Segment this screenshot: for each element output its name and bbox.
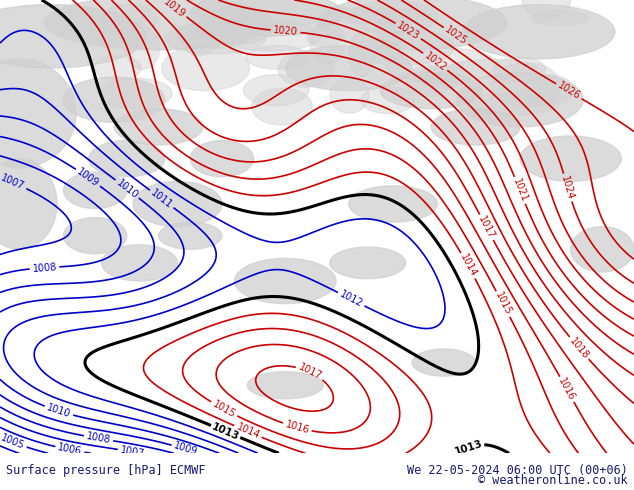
Ellipse shape	[126, 27, 160, 69]
Ellipse shape	[456, 73, 583, 127]
Ellipse shape	[63, 218, 127, 254]
Ellipse shape	[190, 0, 342, 36]
Ellipse shape	[349, 0, 439, 33]
Ellipse shape	[243, 74, 309, 106]
Text: 1013: 1013	[453, 439, 484, 457]
Text: 1020: 1020	[273, 25, 298, 37]
Text: 1011: 1011	[149, 188, 174, 210]
Ellipse shape	[94, 56, 141, 80]
Text: 1016: 1016	[557, 376, 577, 402]
Ellipse shape	[349, 32, 375, 77]
Ellipse shape	[492, 63, 560, 107]
Text: 1007: 1007	[0, 173, 26, 192]
Ellipse shape	[285, 45, 412, 91]
Ellipse shape	[317, 0, 507, 50]
Text: 1013: 1013	[210, 421, 241, 442]
Ellipse shape	[571, 226, 634, 272]
Ellipse shape	[100, 78, 172, 109]
Text: 1006: 1006	[57, 442, 83, 457]
Ellipse shape	[158, 222, 222, 249]
Text: 1015: 1015	[211, 399, 237, 419]
Ellipse shape	[246, 46, 309, 69]
Ellipse shape	[101, 4, 157, 35]
Ellipse shape	[330, 77, 369, 113]
Ellipse shape	[183, 28, 216, 55]
Text: 1009: 1009	[75, 167, 101, 189]
Text: 1008: 1008	[86, 431, 112, 445]
Ellipse shape	[386, 48, 498, 83]
Ellipse shape	[0, 4, 146, 68]
Ellipse shape	[463, 4, 615, 59]
Ellipse shape	[133, 181, 222, 226]
Text: 1024: 1024	[559, 174, 576, 201]
Ellipse shape	[348, 40, 404, 63]
Ellipse shape	[361, 87, 415, 114]
Ellipse shape	[531, 10, 588, 25]
Text: 1014: 1014	[458, 252, 478, 279]
Ellipse shape	[176, 22, 251, 48]
Ellipse shape	[318, 7, 430, 23]
Ellipse shape	[221, 0, 330, 27]
Ellipse shape	[406, 65, 452, 97]
Text: 1016: 1016	[284, 419, 310, 436]
Ellipse shape	[466, 93, 559, 115]
Ellipse shape	[330, 247, 406, 279]
Ellipse shape	[89, 141, 165, 177]
Text: 1010: 1010	[115, 177, 140, 200]
Text: We 22-05-2024 06:00 UTC (00+06): We 22-05-2024 06:00 UTC (00+06)	[407, 464, 628, 477]
Ellipse shape	[114, 109, 203, 145]
Ellipse shape	[165, 23, 266, 54]
Ellipse shape	[493, 57, 546, 82]
Ellipse shape	[278, 50, 334, 87]
Ellipse shape	[0, 59, 76, 168]
Ellipse shape	[310, 24, 346, 64]
Ellipse shape	[376, 15, 403, 48]
Ellipse shape	[101, 245, 178, 281]
Ellipse shape	[522, 75, 574, 105]
Text: 1017: 1017	[476, 214, 496, 241]
Text: 1022: 1022	[422, 50, 448, 73]
Text: 1008: 1008	[32, 262, 57, 273]
Text: 1010: 1010	[46, 402, 72, 419]
Text: 1012: 1012	[338, 289, 365, 309]
Text: 1018: 1018	[567, 336, 591, 361]
Text: 1014: 1014	[235, 422, 261, 441]
Ellipse shape	[235, 258, 336, 304]
Ellipse shape	[447, 59, 537, 78]
Ellipse shape	[0, 159, 57, 249]
Text: 1005: 1005	[0, 433, 26, 451]
Ellipse shape	[373, 29, 454, 64]
Ellipse shape	[415, 66, 473, 87]
Ellipse shape	[63, 172, 127, 209]
Text: 1015: 1015	[493, 291, 513, 318]
Text: 1021: 1021	[511, 177, 529, 204]
Ellipse shape	[190, 141, 254, 177]
Ellipse shape	[162, 46, 250, 91]
Ellipse shape	[252, 88, 313, 125]
Text: 1023: 1023	[395, 20, 422, 42]
Text: Surface pressure [hPa] ECMWF: Surface pressure [hPa] ECMWF	[6, 464, 206, 477]
Ellipse shape	[349, 186, 437, 222]
Text: 1017: 1017	[297, 362, 323, 382]
Text: 1019: 1019	[162, 0, 188, 19]
Ellipse shape	[63, 77, 165, 122]
Ellipse shape	[247, 371, 323, 399]
Ellipse shape	[307, 29, 342, 47]
Text: 1007: 1007	[120, 445, 146, 459]
Ellipse shape	[218, 21, 321, 51]
Text: 1025: 1025	[443, 24, 469, 47]
Ellipse shape	[431, 109, 520, 145]
Ellipse shape	[412, 349, 476, 376]
Text: 1026: 1026	[556, 80, 582, 102]
Ellipse shape	[380, 73, 482, 109]
Ellipse shape	[522, 0, 571, 18]
Text: 1009: 1009	[172, 441, 199, 458]
Text: © weatheronline.co.uk: © weatheronline.co.uk	[478, 474, 628, 487]
Ellipse shape	[44, 0, 273, 50]
Ellipse shape	[196, 9, 274, 45]
Ellipse shape	[520, 136, 621, 181]
